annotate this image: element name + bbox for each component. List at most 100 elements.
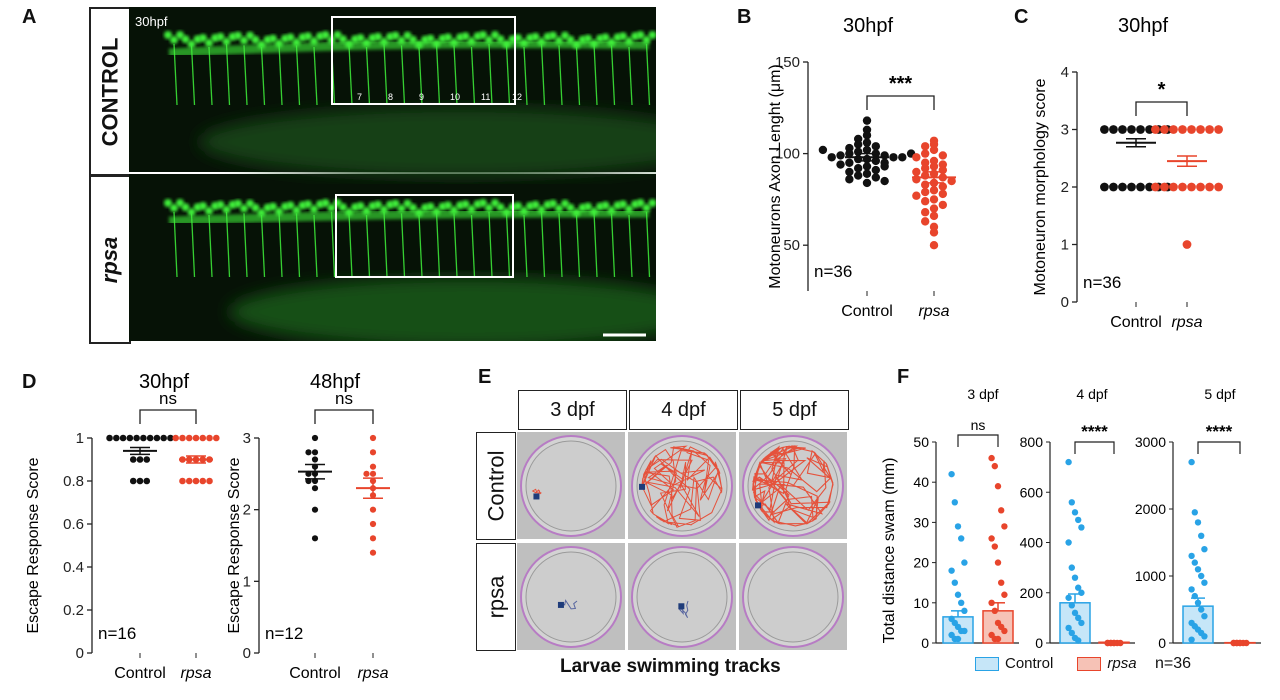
significance-bracket xyxy=(866,95,935,110)
axon xyxy=(593,43,598,106)
data-point xyxy=(1078,524,1085,531)
chart-title: 3 dpf xyxy=(967,386,998,402)
axon xyxy=(295,45,301,106)
header-3dpf: 3 dpf xyxy=(518,390,627,430)
data-point xyxy=(369,434,377,442)
y-tick-label: 0.2 xyxy=(63,602,84,619)
data-point xyxy=(305,449,312,456)
soma xyxy=(176,31,184,39)
y-tick-label: 2 xyxy=(1061,179,1069,196)
y-tick-label: 200 xyxy=(1020,585,1044,601)
data-point xyxy=(871,165,881,175)
data-point xyxy=(1001,627,1008,635)
data-point xyxy=(129,456,137,463)
larva-marker xyxy=(533,493,540,500)
data-point xyxy=(948,470,955,478)
data-point xyxy=(1136,182,1145,192)
well-cell xyxy=(517,543,625,650)
data-point xyxy=(199,434,207,442)
data-point xyxy=(938,165,948,175)
data-point xyxy=(1065,539,1072,546)
soma xyxy=(444,201,452,210)
axon xyxy=(435,43,441,106)
significance-label: **** xyxy=(1081,422,1108,441)
soma xyxy=(234,31,242,40)
axon xyxy=(260,214,266,278)
soma xyxy=(531,200,540,209)
y-tick-label: 1 xyxy=(243,573,251,590)
axon xyxy=(418,46,423,106)
stage-label: 30hpf xyxy=(135,14,168,29)
header-4dpf: 4 dpf xyxy=(629,390,738,430)
data-point xyxy=(889,153,898,162)
axon xyxy=(488,211,493,278)
data-point xyxy=(862,162,872,171)
significance-bracket xyxy=(314,409,374,424)
data-point xyxy=(206,434,213,442)
data-point xyxy=(129,477,137,485)
swim-track xyxy=(751,445,834,527)
legend-control-label: Control xyxy=(1005,655,1054,672)
soma xyxy=(636,199,645,207)
significance-bracket xyxy=(1135,101,1188,116)
data-point xyxy=(1151,125,1160,134)
soma xyxy=(391,199,400,208)
data-point xyxy=(136,477,144,485)
data-point xyxy=(1160,125,1169,134)
soma xyxy=(269,34,277,43)
axon xyxy=(593,211,598,278)
spinal-cord-band xyxy=(168,39,650,58)
panel-e-caption: Larvae swimming tracks xyxy=(560,656,781,677)
soma xyxy=(403,199,412,208)
significance-label: ns xyxy=(335,389,353,408)
segment-number: 8 xyxy=(388,92,393,102)
data-point xyxy=(1065,624,1072,632)
axon xyxy=(453,213,458,278)
soma xyxy=(304,200,312,209)
soma xyxy=(286,33,295,42)
y-tick-label: 1 xyxy=(1061,237,1069,254)
data-point xyxy=(1201,613,1208,620)
soma xyxy=(561,31,569,40)
data-point xyxy=(912,153,921,162)
x-tick-label: Control xyxy=(114,665,166,682)
data-point xyxy=(929,186,939,195)
data-point xyxy=(1198,532,1205,539)
soma xyxy=(251,203,260,212)
soma xyxy=(403,31,412,40)
y-tick-label: 2 xyxy=(243,502,251,519)
roi-box-rpsa xyxy=(335,194,514,278)
y-tick-label: 0 xyxy=(76,645,84,662)
y-tick-label: 0.6 xyxy=(63,516,84,533)
soma xyxy=(216,200,225,209)
data-point xyxy=(1169,125,1178,134)
data-point xyxy=(961,607,968,615)
well-inner xyxy=(747,551,839,643)
data-point xyxy=(920,164,930,173)
axon xyxy=(243,213,248,278)
data-point xyxy=(311,434,319,442)
larva-marker xyxy=(755,502,762,509)
data-point xyxy=(994,483,1002,490)
axon xyxy=(628,46,633,106)
data-point xyxy=(988,535,995,542)
well-inner xyxy=(525,551,617,643)
data-point xyxy=(1068,602,1075,609)
chart-f-3dpf: 3 dpf 0 10 20 30 40 50 Total distance swam (mm)… xyxy=(881,386,1019,651)
data-point xyxy=(862,145,872,155)
chart-title: 4 dpf xyxy=(1076,386,1107,402)
axon xyxy=(348,45,353,106)
axon xyxy=(523,214,528,278)
data-point xyxy=(1065,458,1072,466)
well-cell xyxy=(739,432,847,539)
data-point xyxy=(938,189,948,199)
data-point xyxy=(185,434,193,442)
soma xyxy=(549,31,557,40)
segment-number: 7 xyxy=(357,92,362,102)
data-point xyxy=(1188,552,1195,560)
data-point xyxy=(827,153,836,162)
soma xyxy=(240,204,248,213)
significance-bracket xyxy=(1197,441,1241,454)
data-point xyxy=(961,559,968,566)
data-point xyxy=(929,241,939,250)
